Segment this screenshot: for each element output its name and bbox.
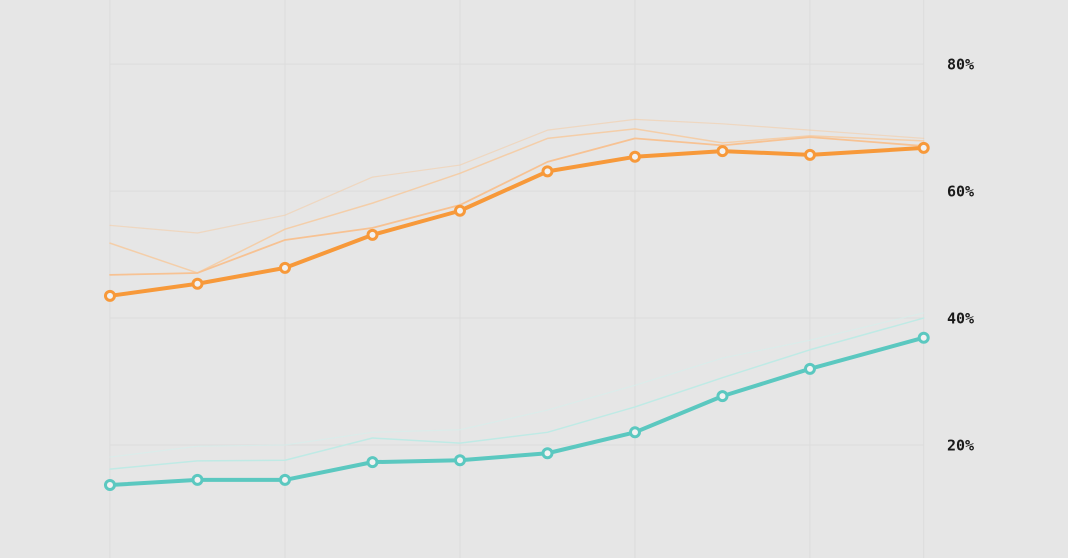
point-marker: [716, 145, 729, 158]
point-marker: [191, 277, 204, 290]
point-marker: [917, 331, 930, 344]
series-line: [109, 317, 925, 470]
point-marker: [628, 150, 641, 163]
point-marker: [803, 148, 816, 161]
point-marker: [917, 141, 930, 154]
point-marker: [103, 478, 116, 491]
series-line: [107, 335, 926, 487]
point-marker: [278, 473, 291, 486]
y-tick-label: 80%: [947, 56, 974, 74]
y-tick-label: 40%: [947, 310, 974, 328]
point-marker: [716, 390, 729, 403]
point-marker: [103, 289, 116, 302]
y-tick-label: 60%: [947, 183, 974, 201]
series-line: [109, 128, 925, 274]
point-marker: [366, 456, 379, 469]
y-tick-label: 20%: [947, 437, 974, 455]
series-line: [107, 145, 926, 298]
point-marker: [278, 261, 291, 274]
point-marker: [366, 228, 379, 241]
point-marker: [541, 447, 554, 460]
point-marker: [803, 362, 816, 375]
series-line: [109, 312, 925, 458]
point-marker: [541, 165, 554, 178]
series-line: [109, 136, 925, 276]
point-marker: [628, 426, 641, 439]
point-marker: [453, 454, 466, 467]
series-line: [109, 118, 925, 234]
point-marker: [191, 473, 204, 486]
point-marker: [453, 204, 466, 217]
